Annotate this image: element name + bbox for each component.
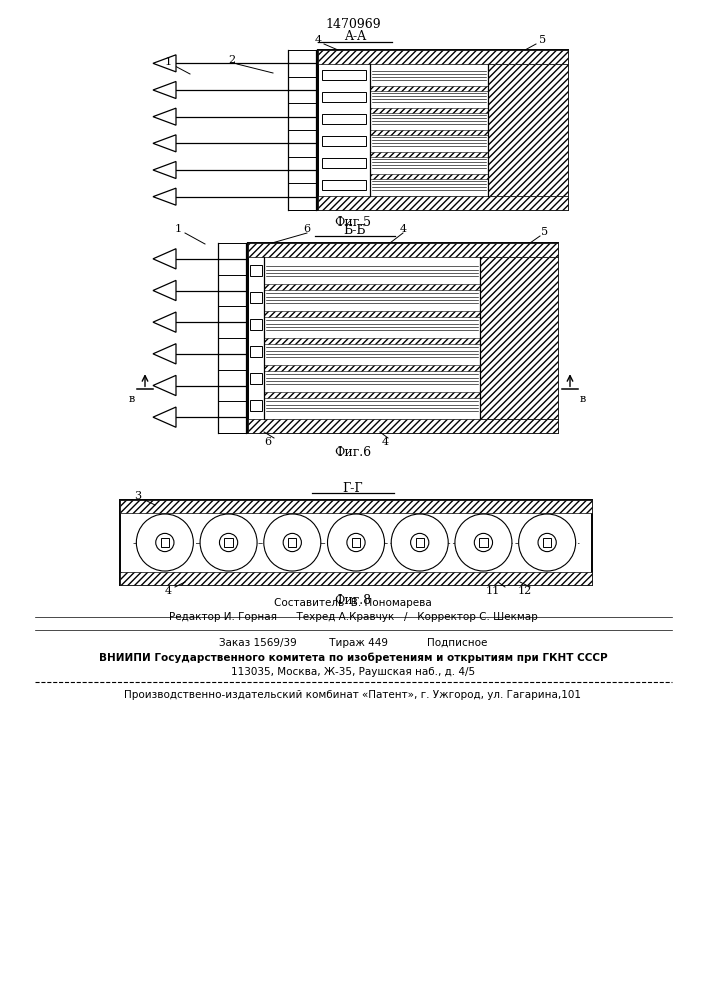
Bar [248, 419, 558, 433]
Text: 2: 2 [228, 55, 235, 65]
Circle shape [200, 514, 257, 571]
Polygon shape [153, 249, 176, 269]
Bar [264, 392, 480, 398]
Text: Фиг.6: Фиг.6 [334, 446, 372, 458]
Circle shape [284, 533, 301, 552]
Text: Б-Б: Б-Б [344, 225, 366, 237]
Circle shape [219, 533, 238, 552]
Bar [250, 265, 262, 276]
Bar [322, 180, 366, 190]
Circle shape [264, 514, 321, 571]
Polygon shape [153, 161, 176, 179]
Bar [160, 538, 169, 547]
Text: в: в [129, 394, 135, 404]
Bar [250, 292, 262, 303]
Text: 4: 4 [165, 586, 172, 596]
Bar [264, 284, 480, 290]
Bar [370, 86, 488, 91]
Bar [322, 92, 366, 102]
Polygon shape [153, 188, 176, 205]
Bar [318, 196, 568, 210]
Polygon shape [153, 280, 176, 301]
Text: 1470969: 1470969 [325, 18, 381, 31]
Bar [488, 64, 568, 196]
Text: 6: 6 [303, 224, 310, 234]
Bar [543, 538, 551, 547]
Text: 6: 6 [264, 437, 271, 447]
Circle shape [455, 514, 512, 571]
Text: Г-Г: Г-Г [343, 482, 363, 494]
Text: A-A: A-A [344, 30, 366, 43]
Bar [250, 346, 262, 357]
Circle shape [136, 514, 193, 571]
Polygon shape [153, 312, 176, 332]
Bar [120, 572, 592, 585]
Bar [480, 257, 558, 419]
Bar [264, 338, 480, 344]
Text: 4: 4 [382, 437, 389, 447]
Text: 1: 1 [175, 224, 182, 234]
Bar [480, 257, 558, 419]
Text: Фиг.5: Фиг.5 [334, 216, 371, 229]
Circle shape [327, 514, 385, 571]
Text: Редактор И. Горная      Техред А.Кравчук   /   Корректор С. Шекмар: Редактор И. Горная Техред А.Кравчук / Ко… [169, 612, 537, 622]
Circle shape [411, 533, 429, 552]
Text: ВНИИПИ Государственного комитета по изобретениям и открытиям при ГКНТ СССР: ВНИИПИ Государственного комитета по изоб… [99, 653, 607, 663]
Bar [288, 538, 296, 547]
Text: 113035, Москва, Ж-35, Раушская наб., д. 4/5: 113035, Москва, Ж-35, Раушская наб., д. … [231, 667, 475, 677]
Bar [370, 152, 488, 157]
Text: Производственно-издательский комбинат «Патент», г. Ужгород, ул. Гагарина,101: Производственно-издательский комбинат «П… [124, 690, 581, 700]
Text: в: в [580, 394, 586, 404]
Bar [248, 243, 558, 433]
Bar [250, 319, 262, 330]
Bar [318, 50, 568, 64]
Polygon shape [153, 108, 176, 125]
Circle shape [391, 514, 448, 571]
Bar [264, 311, 480, 317]
Bar [120, 500, 592, 585]
Bar [322, 136, 366, 146]
Polygon shape [153, 407, 176, 427]
Bar [250, 400, 262, 411]
Bar [322, 70, 366, 80]
Bar [250, 373, 262, 384]
Text: Заказ 1569/39          Тираж 449            Подписное: Заказ 1569/39 Тираж 449 Подписное [218, 638, 487, 648]
Text: 11: 11 [486, 586, 500, 596]
Polygon shape [153, 375, 176, 396]
Bar [264, 365, 480, 371]
Bar [318, 50, 568, 210]
Text: 4: 4 [315, 35, 322, 45]
Text: 5: 5 [539, 35, 547, 45]
Text: Составитель  В. Пономарева: Составитель В. Пономарева [274, 598, 432, 608]
Bar [370, 108, 488, 113]
Polygon shape [153, 55, 176, 72]
Text: 5: 5 [542, 227, 549, 237]
Circle shape [538, 533, 556, 552]
Circle shape [474, 533, 493, 552]
Circle shape [519, 514, 575, 571]
Circle shape [347, 533, 365, 552]
Bar [322, 114, 366, 124]
Circle shape [156, 533, 174, 552]
Polygon shape [153, 81, 176, 99]
Bar [120, 500, 592, 513]
Bar [248, 243, 558, 257]
Bar [322, 158, 366, 168]
Bar [224, 538, 233, 547]
Text: 12: 12 [518, 586, 532, 596]
Bar [416, 538, 423, 547]
Text: 1: 1 [165, 57, 172, 67]
Text: 4: 4 [399, 224, 407, 234]
Text: Фиг.8: Фиг.8 [334, 593, 372, 606]
Text: 3: 3 [134, 491, 141, 501]
Bar [370, 174, 488, 179]
Bar [352, 538, 360, 547]
Bar [370, 130, 488, 135]
Polygon shape [153, 135, 176, 152]
Polygon shape [153, 344, 176, 364]
Bar [479, 538, 488, 547]
